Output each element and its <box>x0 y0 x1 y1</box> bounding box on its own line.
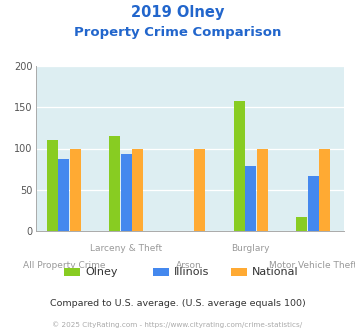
Bar <box>245 166 256 231</box>
Bar <box>195 148 205 231</box>
Bar <box>234 102 245 231</box>
Bar <box>59 159 69 231</box>
Bar <box>308 176 318 231</box>
Bar <box>121 154 132 231</box>
Bar <box>257 148 268 231</box>
Bar <box>109 136 120 231</box>
Text: Illinois: Illinois <box>174 267 209 277</box>
Text: Burglary: Burglary <box>231 244 270 253</box>
Bar <box>319 148 330 231</box>
Text: 2019 Olney: 2019 Olney <box>131 5 224 20</box>
Bar <box>296 217 307 231</box>
Text: Compared to U.S. average. (U.S. average equals 100): Compared to U.S. average. (U.S. average … <box>50 299 305 308</box>
Text: Arson: Arson <box>176 261 201 270</box>
Text: National: National <box>252 267 299 277</box>
Text: Olney: Olney <box>85 267 118 277</box>
Bar <box>47 140 58 231</box>
Text: Motor Vehicle Theft: Motor Vehicle Theft <box>269 261 355 270</box>
Bar <box>70 148 81 231</box>
Bar <box>132 148 143 231</box>
Text: Property Crime Comparison: Property Crime Comparison <box>74 26 281 39</box>
Text: © 2025 CityRating.com - https://www.cityrating.com/crime-statistics/: © 2025 CityRating.com - https://www.city… <box>53 322 302 328</box>
Text: Larceny & Theft: Larceny & Theft <box>90 244 162 253</box>
Text: All Property Crime: All Property Crime <box>23 261 105 270</box>
